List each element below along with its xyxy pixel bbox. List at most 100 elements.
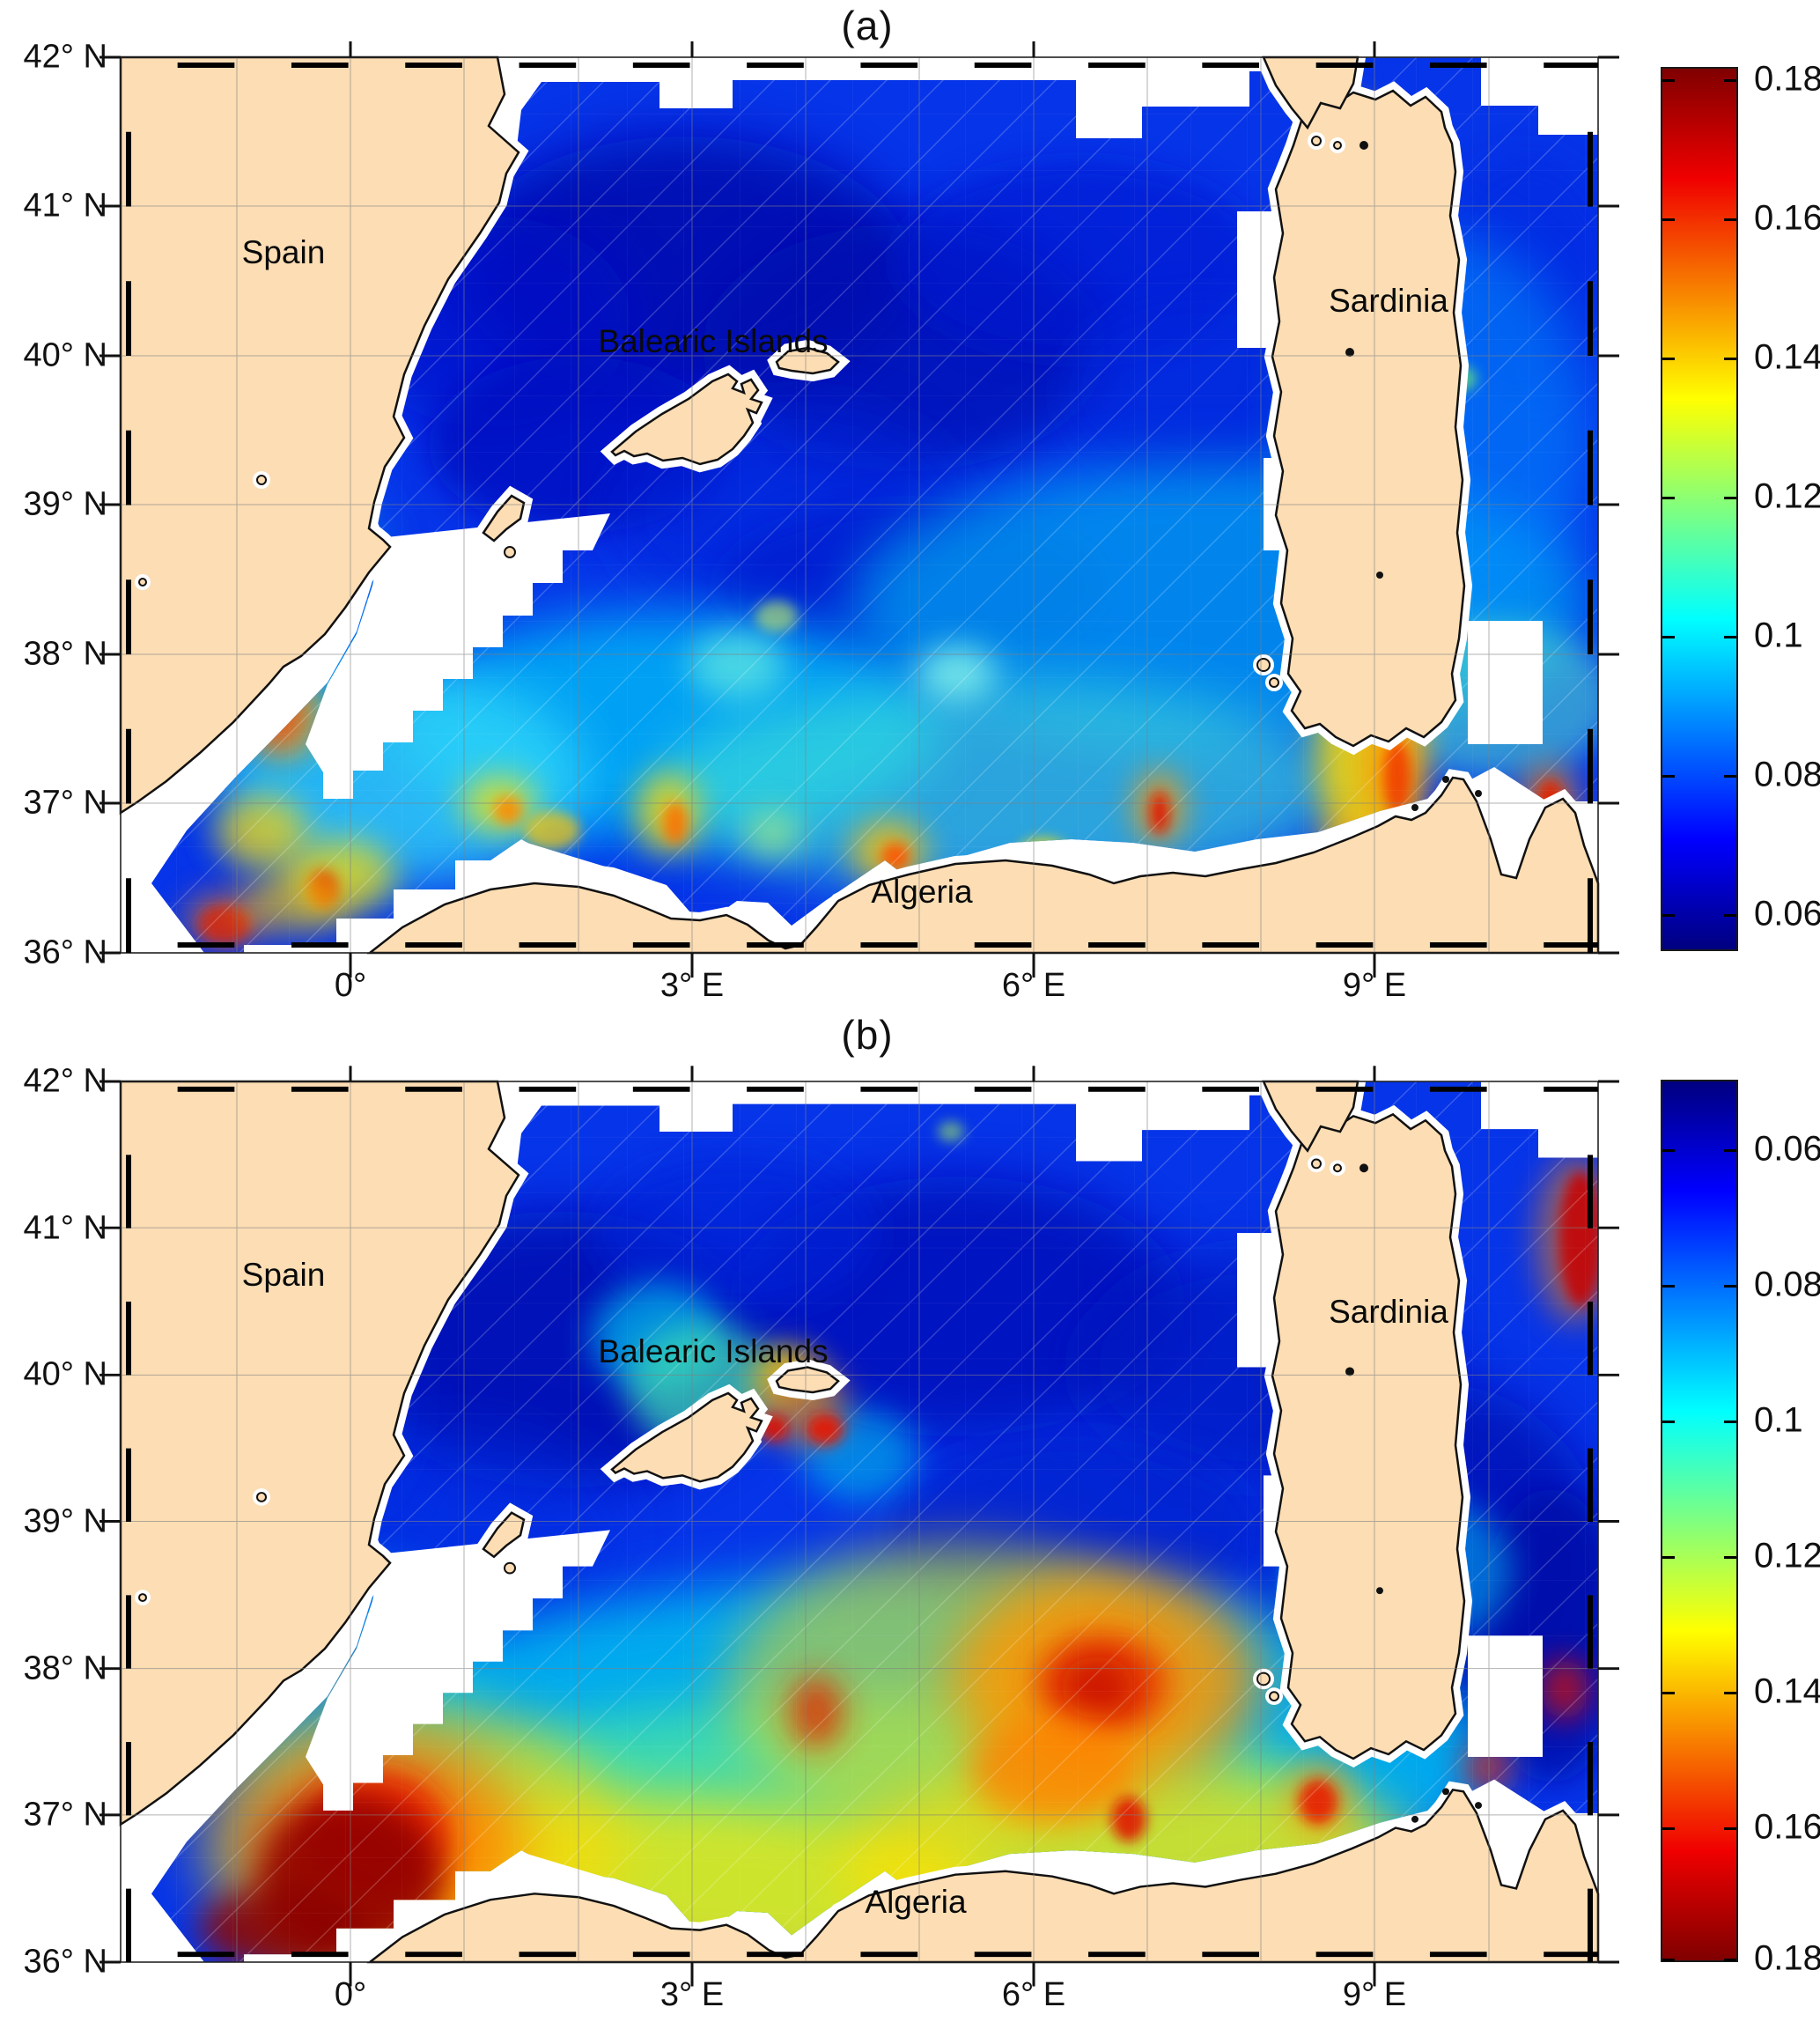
islet — [138, 1593, 147, 1602]
islet-dot — [1411, 804, 1418, 811]
lon-tick-label: 0° — [334, 967, 367, 1004]
lat-tick-label: 39° N — [23, 485, 107, 523]
map-panel-a — [99, 41, 1619, 978]
colorbar-tick-mark — [1724, 914, 1736, 917]
land-spain — [119, 1080, 520, 1826]
land-mallorca — [610, 1391, 763, 1483]
colorbar-tick-mark — [1662, 497, 1675, 499]
colorbar-tick-mark — [1662, 775, 1675, 778]
lon-tick-label: 0° — [334, 1976, 367, 2013]
label-spain-b: Spain — [241, 1257, 326, 1293]
colorbar-tick-mark — [1724, 497, 1736, 499]
land-ibiza — [482, 494, 526, 542]
islet — [1333, 141, 1342, 150]
colorbar-tick-mark — [1724, 1556, 1736, 1559]
lat-tick-label: 40° N — [23, 1355, 107, 1393]
colorbar-a-tick: 0.06 — [1754, 894, 1820, 934]
islet — [504, 546, 516, 558]
islet — [256, 1492, 267, 1502]
colorbar-tick-mark — [1662, 1285, 1675, 1288]
colorbar-tick-mark — [1724, 775, 1736, 778]
lon-tick-label: 6° E — [1001, 1976, 1066, 2013]
colorbar-tick-mark — [1724, 218, 1736, 221]
colorbar-tick-mark — [1724, 1149, 1736, 1152]
lat-tick-label: 36° N — [23, 1943, 107, 1981]
land-algeria — [366, 1788, 1600, 1964]
colorbar-b — [1661, 1080, 1738, 1962]
colorbar-a-tick: 0.14 — [1754, 337, 1820, 377]
label-sardinia-b: Sardinia — [1329, 1294, 1448, 1330]
colorbar-a-tick: 0.18 — [1754, 59, 1820, 99]
lon-tick-label: 9° E — [1342, 967, 1407, 1004]
lat-tick-label: 38° N — [23, 635, 107, 673]
colorbar-a-tick: 0.12 — [1754, 476, 1820, 516]
colorbar-tick-mark — [1662, 1149, 1675, 1152]
islet-dot — [1442, 1788, 1449, 1796]
islet — [1269, 677, 1279, 688]
lat-tick-label: 37° N — [23, 1796, 107, 1834]
colorbar-tick-mark — [1662, 1827, 1675, 1830]
lon-tick-label: 6° E — [1001, 967, 1066, 1004]
colorbar-tick-mark — [1662, 218, 1675, 221]
colorbar-b-tick: 0.1 — [1754, 1400, 1803, 1440]
land-ibiza — [482, 1511, 526, 1559]
colorbar-b-tick: 0.14 — [1754, 1671, 1820, 1711]
colorbar-a-tick: 0.16 — [1754, 198, 1820, 238]
islet-dot — [1376, 1587, 1383, 1595]
label-balearic-b: Balearic Islands — [598, 1333, 829, 1369]
lat-tick-label: 38° N — [23, 1649, 107, 1687]
islet — [1256, 1671, 1271, 1686]
colorbar-b-tick: 0.08 — [1754, 1265, 1820, 1304]
colorbar-tick-mark — [1662, 1556, 1675, 1559]
colorbar-tick-mark — [1724, 1827, 1736, 1830]
islet — [504, 1561, 516, 1575]
colorbar-tick-mark — [1662, 1959, 1675, 1961]
islet-dot — [1376, 572, 1383, 579]
islet — [1333, 1163, 1342, 1173]
lon-tick-label: 9° E — [1342, 1976, 1407, 2013]
label-spain-a: Spain — [241, 234, 326, 270]
islet-dot — [1411, 1815, 1418, 1823]
zebra-frame — [126, 1086, 1598, 1962]
lat-tick-label: 36° N — [23, 934, 107, 971]
graticule — [121, 57, 1598, 953]
islet-dot — [1359, 1163, 1368, 1173]
lat-tick-label: 39° N — [23, 1502, 107, 1540]
colorbar-tick-mark — [1662, 636, 1675, 638]
colorbar-tick-mark — [1724, 79, 1736, 82]
lat-tick-label: 42° N — [23, 1062, 107, 1100]
colorbar-tick-mark — [1724, 1285, 1736, 1288]
colorbar-a — [1661, 67, 1738, 951]
label-balearic-a: Balearic Islands — [598, 323, 829, 359]
colorbar-a-tick: 0.08 — [1754, 755, 1820, 794]
colorbar-a-tick: 0.1 — [1754, 616, 1803, 655]
axis-ticks — [99, 1066, 1619, 1987]
panel-b-title: (b) — [841, 1012, 894, 1058]
islet-dot — [1475, 790, 1482, 797]
axis-ticks — [99, 41, 1619, 978]
lon-tick-label: 3° E — [659, 1976, 725, 2013]
islet — [1256, 658, 1271, 672]
lon-tick-label: 3° E — [659, 967, 725, 1004]
islet — [138, 578, 147, 587]
colorbar-tick-mark — [1724, 1421, 1736, 1423]
islet — [1269, 1691, 1279, 1702]
colorbar-tick-mark — [1662, 79, 1675, 82]
label-algeria-a: Algeria — [871, 874, 973, 910]
lat-tick-label: 37° N — [23, 784, 107, 822]
land-sardinia — [1271, 1112, 1466, 1760]
colorbar-tick-mark — [1724, 1959, 1736, 1961]
colorbar-tick-mark — [1662, 358, 1675, 360]
islet-dot — [1475, 1802, 1482, 1809]
colorbar-b-tick: 0.16 — [1754, 1807, 1820, 1847]
land-spain — [119, 55, 520, 815]
colorbar-tick-mark — [1662, 1421, 1675, 1423]
lat-tick-label: 42° N — [23, 38, 107, 76]
colorbar-tick-mark — [1724, 1692, 1736, 1694]
islet — [256, 475, 267, 485]
colorbar-tick-mark — [1662, 914, 1675, 917]
land-menorca — [775, 346, 840, 375]
islet-dot — [1345, 1367, 1354, 1376]
islet-dot — [1345, 348, 1354, 357]
label-sardinia-a: Sardinia — [1329, 283, 1448, 319]
